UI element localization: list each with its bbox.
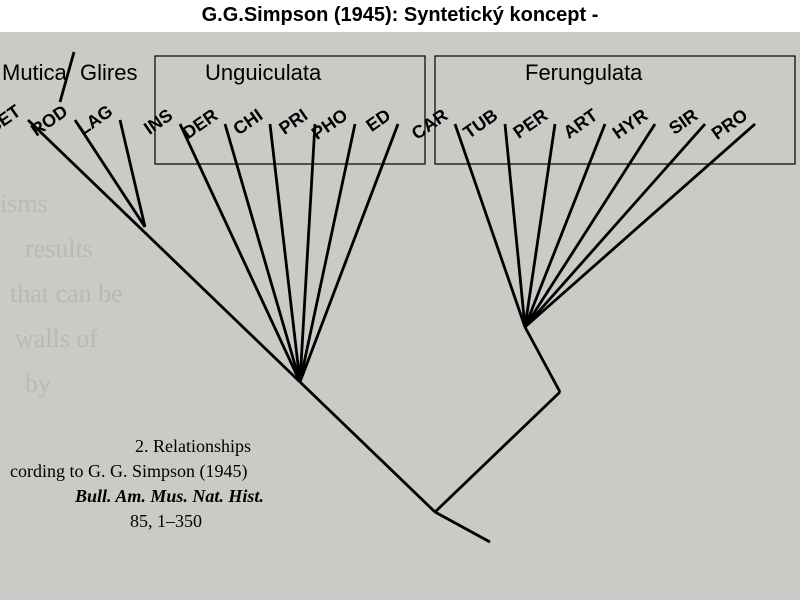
- group-label-ferungulata: Ferungulata: [525, 60, 643, 85]
- diagram-container: isms results that can be walls of by Mutica Gl…: [0, 32, 800, 600]
- group-label-glires: Glires: [80, 60, 137, 85]
- citation-line-0: 2. Relationships: [135, 436, 251, 456]
- group-label-unguiculata: Unguiculata: [205, 60, 322, 85]
- faint-text-2: that can be: [10, 279, 123, 308]
- citation-line-1: cording to G. G. Simpson (1945): [10, 461, 248, 482]
- faint-text-3: walls of: [15, 324, 98, 353]
- phylogeny-diagram: isms results that can be walls of by Mutica Gl…: [0, 32, 800, 600]
- faint-text-4: by: [25, 369, 51, 398]
- group-label-mutica: Mutica: [2, 60, 68, 85]
- faint-text-0: isms: [0, 189, 48, 218]
- citation-line-2: Bull. Am. Mus. Nat. Hist.: [74, 486, 264, 506]
- faint-text-1: results: [25, 234, 93, 263]
- page-title: G.G.Simpson (1945): Syntetický koncept -: [0, 4, 800, 27]
- citation-line-3: 85, 1–350: [130, 511, 202, 531]
- page-root: G.G.Simpson (1945): Syntetický koncept -…: [0, 0, 800, 600]
